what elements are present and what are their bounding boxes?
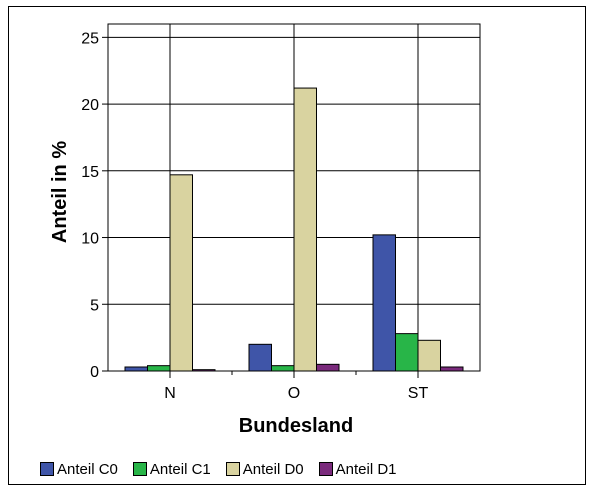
- x-tick-label: ST: [408, 385, 429, 402]
- bar-N-1: [147, 365, 171, 372]
- bar-O-0: [248, 343, 272, 372]
- x-axis-label: Bundesland: [239, 415, 353, 437]
- bars: [124, 87, 464, 372]
- legend-swatch: [318, 462, 333, 476]
- legend-label: Anteil D0: [242, 460, 304, 478]
- bar-O-1: [271, 365, 295, 372]
- bar-O-3: [316, 363, 340, 372]
- y-axis-label: Anteil in %: [49, 141, 71, 243]
- x-tick-label: O: [288, 385, 300, 402]
- bar-ST-2: [417, 339, 441, 372]
- y-tick-label: 15: [81, 164, 99, 181]
- legend-item: Anteil C0: [40, 461, 118, 478]
- legend-label: Anteil D1: [335, 460, 397, 478]
- y-tick-label: 10: [81, 231, 99, 248]
- bar-ST-1: [395, 333, 419, 372]
- legend-item: Anteil D0: [225, 460, 304, 478]
- x-tick-labels: N O ST: [164, 385, 428, 402]
- bar-N-2: [169, 174, 193, 372]
- bar-ST-3: [440, 366, 464, 372]
- legend-swatch: [225, 462, 240, 476]
- axis-ticks: [102, 36, 419, 378]
- y-tick-label: 0: [90, 364, 99, 381]
- y-tick-label: 20: [81, 97, 99, 114]
- bar-N-0: [124, 366, 148, 372]
- chart-frame: [8, 6, 586, 485]
- bar-O-2: [293, 87, 317, 372]
- y-tick-label: 5: [90, 297, 99, 314]
- legend-item: Anteil C1: [132, 460, 211, 478]
- y-tick-labels: 0 5 10 15 20 25: [81, 30, 99, 381]
- legend-label: Anteil C0: [57, 460, 118, 478]
- grid-lines: [108, 24, 480, 371]
- legend-swatch: [40, 462, 54, 476]
- bar-ST-0: [372, 234, 396, 372]
- legend-label: Anteil C1: [149, 460, 211, 478]
- legend-swatch: [132, 462, 147, 476]
- legend-item: Anteil D1: [318, 460, 397, 478]
- x-tick-label: N: [164, 385, 176, 402]
- y-tick-label: 25: [81, 30, 99, 47]
- legend: Anteil C0 Anteil C1 Anteil D0 Anteil D1: [40, 460, 412, 478]
